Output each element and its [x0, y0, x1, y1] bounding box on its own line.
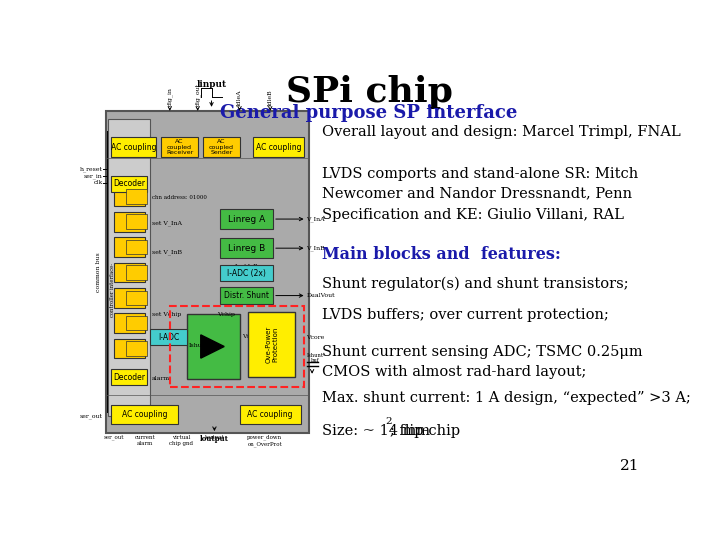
Text: AC coupling: AC coupling: [122, 410, 168, 419]
Text: set Vchip: set Vchip: [152, 312, 181, 317]
Text: loutput: loutput: [204, 435, 225, 440]
Text: Overall layout and design: Marcel Trimpl, FNAL: Overall layout and design: Marcel Trimpl…: [322, 125, 680, 139]
Bar: [220, 209, 273, 229]
Bar: [111, 176, 148, 192]
Text: Decoder: Decoder: [113, 373, 145, 382]
Text: power_down
on_OverProt: power_down on_OverProt: [247, 435, 282, 447]
Bar: [240, 404, 301, 424]
Text: dig_in: dig_in: [167, 87, 173, 106]
Text: common bus: common bus: [96, 252, 101, 292]
Bar: [111, 369, 148, 385]
Text: IdleB: IdleB: [268, 90, 273, 106]
Bar: [161, 137, 198, 157]
Bar: [114, 313, 145, 333]
Text: Vshunt: Vshunt: [243, 334, 264, 339]
Bar: [114, 263, 145, 282]
Text: Vcore: Vcore: [307, 335, 325, 340]
Text: AC
coupled
Sender: AC coupled Sender: [209, 139, 234, 156]
Text: AC coupling: AC coupling: [248, 410, 293, 419]
Bar: [114, 238, 145, 257]
Text: Size: ~ 14 mm: Size: ~ 14 mm: [322, 424, 430, 438]
Text: ; flip-chip: ; flip-chip: [390, 424, 460, 438]
Text: LVDS buffers; over current protection;: LVDS buffers; over current protection;: [322, 308, 608, 322]
Text: IdleA: IdleA: [237, 90, 242, 106]
Bar: [186, 314, 240, 379]
Text: V_InA: V_InA: [307, 216, 325, 222]
Text: set V_InB: set V_InB: [152, 249, 182, 255]
Text: chn address: 01000: chn address: 01000: [152, 195, 207, 200]
Bar: [114, 187, 145, 206]
Text: AC coupling: AC coupling: [256, 143, 302, 152]
Text: 21: 21: [620, 459, 639, 473]
Bar: [253, 137, 304, 157]
Bar: [109, 119, 150, 416]
Text: alarm: alarm: [152, 376, 170, 381]
Text: linput: linput: [197, 80, 227, 89]
Text: V_InB: V_InB: [307, 245, 325, 251]
Bar: [150, 329, 186, 346]
Text: virtual
chip gnd: virtual chip gnd: [169, 435, 193, 446]
Text: DualVout: DualVout: [307, 293, 335, 298]
Bar: [203, 137, 240, 157]
Text: LVDS comports and stand-alone SR: Mitch
Newcomer and Nandor Dressnandt, Penn: LVDS comports and stand-alone SR: Mitch …: [322, 167, 638, 200]
Text: set ADC: set ADC: [152, 335, 178, 340]
Bar: [220, 287, 273, 304]
Bar: [111, 137, 156, 157]
Text: Distr. Shunt: Distr. Shunt: [224, 291, 269, 300]
Bar: [106, 111, 310, 433]
Text: IoutA,B: IoutA,B: [235, 263, 258, 268]
Text: AC
coupled
Receiver: AC coupled Receiver: [166, 139, 193, 156]
Text: Ove-Power
Protection: Ove-Power Protection: [265, 326, 278, 363]
Text: controller interface-: controller interface-: [110, 263, 114, 317]
Text: Specification and KE: Giulio Villani, RAL: Specification and KE: Giulio Villani, RA…: [322, 208, 624, 222]
Polygon shape: [201, 335, 224, 358]
Bar: [126, 265, 147, 280]
Text: SPi chip: SPi chip: [286, 75, 452, 109]
Bar: [111, 404, 178, 424]
Bar: [126, 291, 147, 305]
Text: clk: clk: [94, 180, 103, 185]
Bar: [114, 212, 145, 232]
Text: Shunt regulator(s) and shunt transistors;: Shunt regulator(s) and shunt transistors…: [322, 277, 628, 291]
Text: Main blocks and  features:: Main blocks and features:: [322, 246, 560, 262]
Text: Linreg B: Linreg B: [228, 244, 265, 253]
Bar: [114, 288, 145, 308]
Bar: [126, 189, 147, 204]
Text: loutput: loutput: [200, 435, 229, 443]
Text: 2: 2: [386, 417, 392, 426]
Text: set V_InA: set V_InA: [152, 221, 182, 226]
Text: dig_out: dig_out: [195, 83, 200, 106]
Text: current
alarm: current alarm: [135, 435, 155, 446]
Text: ser_in: ser_in: [84, 173, 103, 179]
Bar: [220, 265, 273, 281]
Text: ser_out: ser_out: [104, 435, 125, 441]
Text: I-ADC (2x): I-ADC (2x): [227, 268, 266, 278]
Text: ser_out: ser_out: [80, 413, 103, 419]
Text: General purpose SP interface: General purpose SP interface: [220, 104, 518, 122]
Text: Linreg A: Linreg A: [228, 214, 265, 224]
Text: Decoder: Decoder: [113, 179, 145, 188]
Bar: [126, 240, 147, 254]
Bar: [126, 214, 147, 229]
Bar: [126, 316, 147, 330]
Bar: [170, 306, 304, 387]
Text: Ishunt: Ishunt: [188, 343, 208, 348]
Text: Shunt current sensing ADC; TSMC 0.25μm
CMOS with almost rad-hard layout;: Shunt current sensing ADC; TSMC 0.25μm C…: [322, 346, 642, 379]
Text: I-ADC: I-ADC: [158, 333, 179, 342]
Bar: [126, 341, 147, 356]
Text: h_reset: h_reset: [80, 166, 103, 172]
Bar: [220, 238, 273, 258]
Text: Max. shunt current: 1 A design, “expected” >3 A;: Max. shunt current: 1 A design, “expecte…: [322, 391, 690, 405]
Text: Ishunt
buf: Ishunt buf: [307, 353, 323, 363]
Bar: [248, 312, 295, 377]
Bar: [114, 339, 145, 359]
Text: Vchip: Vchip: [217, 312, 235, 317]
Text: AC coupling: AC coupling: [111, 143, 156, 152]
